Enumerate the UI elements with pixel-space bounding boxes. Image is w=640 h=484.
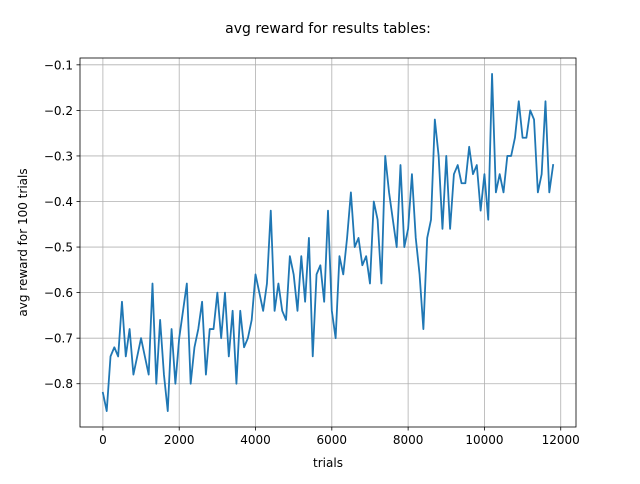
series-layer [101, 73, 555, 412]
x-tick-label: 6000 [317, 433, 348, 447]
y-tick-label: −0.2 [44, 104, 73, 118]
x-tick-label: 4000 [240, 433, 271, 447]
x-tick-label: 0 [99, 433, 107, 447]
y-tick-label: −0.1 [44, 58, 73, 72]
y-axis-label: avg reward for 100 trials [16, 168, 30, 316]
series-line [101, 73, 555, 412]
x-tick-label: 2000 [164, 433, 195, 447]
chart-title: avg reward for results tables: [225, 21, 431, 37]
plot-area-frame [79, 57, 577, 428]
y-tick-label: −0.3 [44, 149, 73, 163]
x-axis-label: trials [313, 456, 343, 470]
y-tick-label: −0.5 [44, 241, 73, 255]
y-tick-label: −0.4 [44, 195, 73, 209]
y-tick-label: −0.6 [44, 286, 73, 300]
axis-ticks: 0 2000 4000 6000 8000 10000 12000 −0.8 −0.7 −0.6 −… [44, 58, 580, 447]
y-tick-label: −0.8 [44, 377, 73, 391]
y-tick-label: −0.7 [44, 332, 73, 346]
x-tick-label: 10000 [465, 433, 503, 447]
x-tick-label: 8000 [393, 433, 424, 447]
x-tick-label: 12000 [542, 433, 580, 447]
